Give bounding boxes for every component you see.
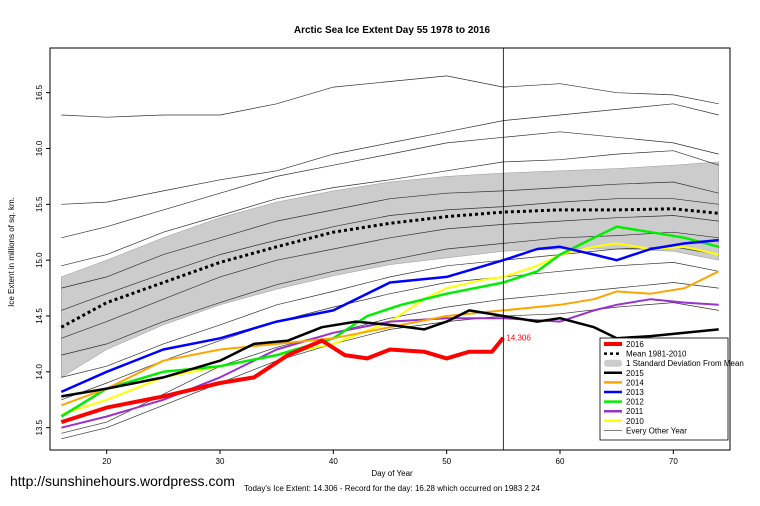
footer-note: Today's Ice Extent: 14.306 - Record for … [244, 484, 540, 493]
x-tick-label: 70 [669, 457, 678, 466]
other-year-line [61, 150, 719, 267]
y-tick-label: 15.0 [35, 252, 44, 268]
other-year-line [61, 215, 719, 339]
y-tick-label: 14.0 [35, 364, 44, 380]
plot-frame [49, 47, 731, 451]
series-line-2015 [61, 309, 719, 398]
legend-label: Every Other Year [626, 426, 687, 435]
x-tick-label: 50 [442, 457, 451, 466]
series-line-2016 [60, 336, 505, 425]
legend-swatch [604, 359, 622, 367]
x-tick-label: 20 [102, 457, 111, 466]
legend-label: 2011 [626, 407, 644, 416]
legend-label: 2012 [626, 398, 644, 407]
other-year-line [61, 246, 719, 378]
y-tick-label: 15.5 [35, 196, 44, 212]
x-tick-label: 30 [216, 457, 225, 466]
other-year-line [61, 231, 719, 356]
y-tick-label: 16.0 [35, 140, 44, 156]
x-tick-label: 60 [556, 457, 565, 466]
y-tick-label: 14.5 [35, 308, 44, 324]
chart-title: Arctic Sea Ice Extent Day 55 1978 to 201… [294, 25, 491, 36]
y-axis-label: Ice Extent in millions of sq. km. [7, 197, 16, 307]
other-year-line [61, 181, 719, 289]
x-axis: 20 30 40 50 60 70 [102, 450, 678, 466]
legend-label: 2010 [626, 417, 644, 426]
y-axis: 13.5 14.0 14.5 15.0 15.5 16.0 16.5 [35, 84, 50, 435]
std-deviation-band [61, 161, 719, 378]
watermark-url: http://sunshinehours.wordpress.com [10, 473, 235, 489]
x-axis-label: Day of Year [371, 469, 413, 478]
other-year-line [61, 282, 719, 434]
legend-box [599, 337, 729, 441]
series-line-2014 [60, 270, 720, 407]
series-line-2012 [60, 225, 720, 418]
legend-label: 2016 [626, 340, 644, 349]
x-tick-label: 40 [329, 457, 338, 466]
y-tick-label: 16.5 [35, 84, 44, 100]
current-value-label: 14.306 [506, 334, 531, 343]
other-year-line [61, 302, 719, 440]
legend-label: 2013 [626, 388, 644, 397]
series-line-2013 [60, 238, 719, 394]
legend-label: Mean 1981-2010 [626, 350, 687, 359]
legend-label: 1 Standard Deviation From Mean [626, 359, 744, 368]
other-year-line [61, 131, 719, 239]
other-year-line [61, 198, 719, 311]
other-year-line [61, 75, 719, 118]
plot-area: 14.306 [60, 48, 720, 450]
legend-label: 2015 [626, 369, 644, 378]
legend-label: 2014 [626, 378, 644, 387]
y-tick-label: 13.5 [35, 419, 44, 435]
other-year-line [61, 103, 719, 205]
